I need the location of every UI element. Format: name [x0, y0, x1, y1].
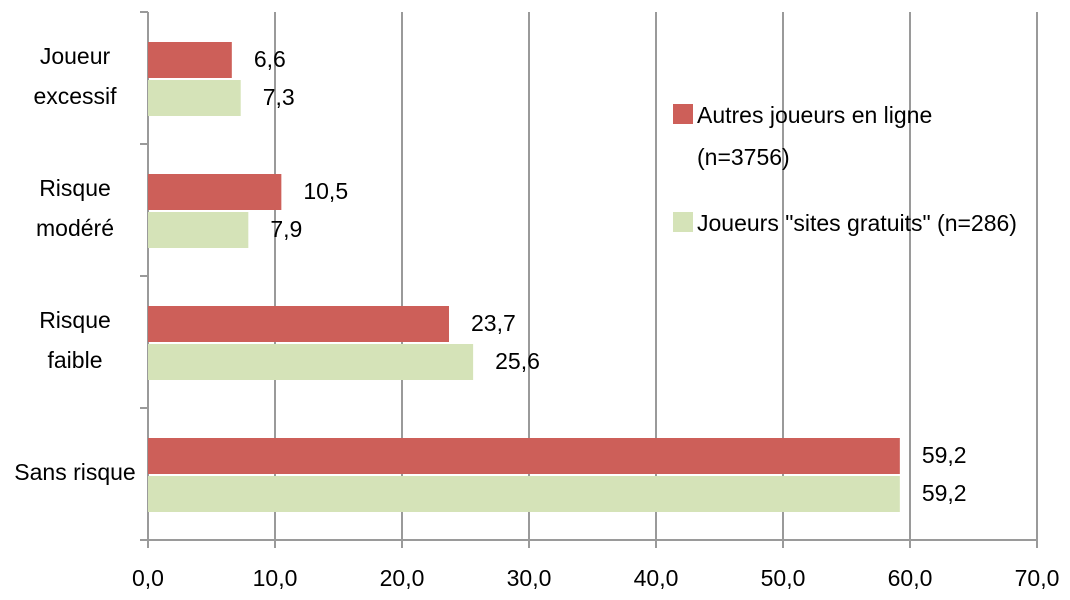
- value-label: 6,6: [254, 46, 286, 72]
- legend-label: Autres joueurs en ligne (n=3756): [697, 102, 933, 170]
- bar: [148, 42, 232, 78]
- x-tick-label: 50,0: [761, 565, 806, 591]
- bar: [148, 174, 282, 210]
- x-tick-label: 20,0: [380, 565, 425, 591]
- x-tick-label: 30,0: [507, 565, 552, 591]
- bar: [148, 212, 249, 248]
- value-label: 7,9: [270, 216, 302, 242]
- bar: [148, 438, 900, 474]
- category-label: Risque faible: [39, 307, 111, 373]
- bar: [148, 476, 900, 512]
- category-label: Risque modéré: [36, 175, 114, 241]
- legend-label: Joueurs "sites gratuits" (n=286): [697, 210, 1017, 236]
- x-tick-label: 10,0: [253, 565, 298, 591]
- legend-swatch: [673, 212, 693, 232]
- value-label: 59,2: [922, 480, 967, 506]
- value-label: 59,2: [922, 442, 967, 468]
- bar: [148, 306, 449, 342]
- legend-swatch: [673, 104, 693, 124]
- value-label: 25,6: [495, 348, 540, 374]
- value-label: 10,5: [303, 178, 348, 204]
- x-tick-label: 70,0: [1015, 565, 1060, 591]
- x-tick-label: 40,0: [634, 565, 679, 591]
- x-tick-label: 0,0: [132, 565, 164, 591]
- category-label: Joueur excessif: [33, 43, 117, 109]
- value-label: 23,7: [471, 310, 516, 336]
- bar: [148, 80, 241, 116]
- category-label: Sans risque: [14, 459, 136, 485]
- value-label: 7,3: [263, 84, 295, 110]
- bar: [148, 344, 474, 380]
- x-tick-label: 60,0: [888, 565, 933, 591]
